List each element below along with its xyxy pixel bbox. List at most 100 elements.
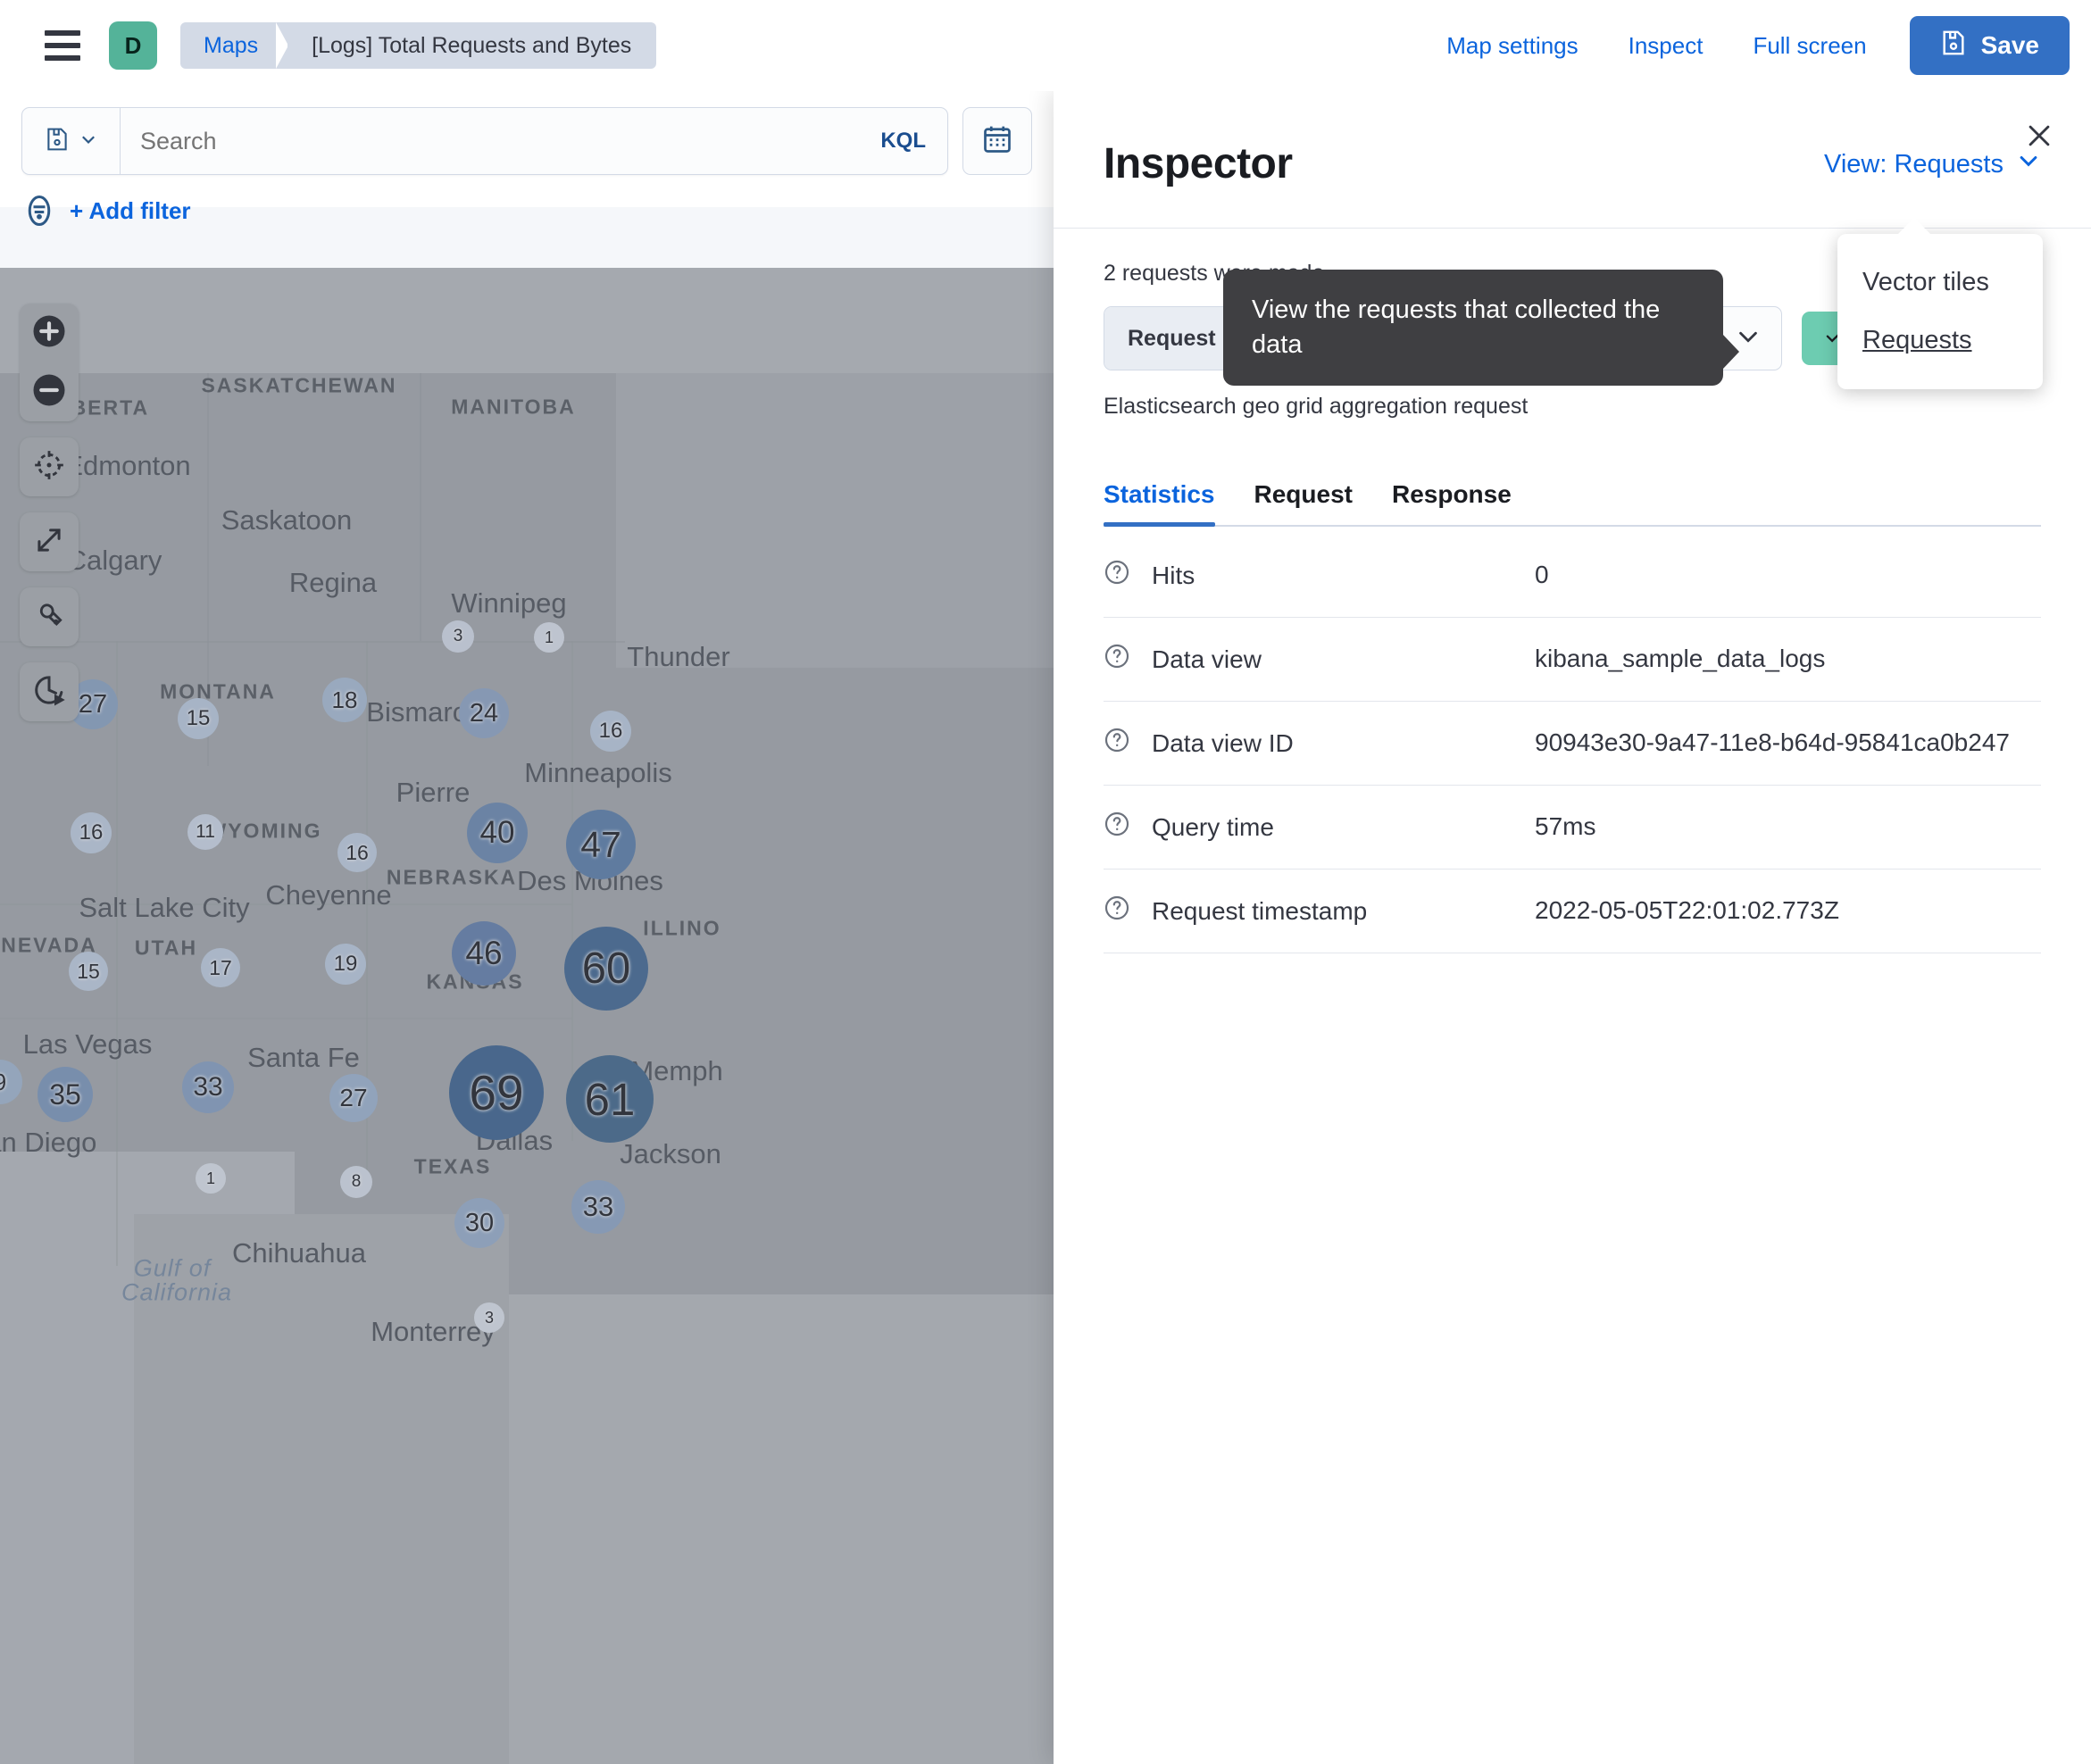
statistic-label: Hits (1152, 561, 1195, 589)
map-cluster-marker[interactable]: 11 (187, 814, 223, 850)
map-plate-north (0, 268, 1054, 373)
map-label: Saskatoon (221, 504, 353, 536)
zoom-in-button[interactable] (20, 304, 79, 362)
map-cluster-marker[interactable]: 1 (196, 1163, 226, 1194)
map-cluster-marker[interactable]: 1 (534, 622, 564, 653)
table-row: Request timestamp 2022-05-05T22:01:02.773… (1104, 870, 2041, 953)
view-selector-popover: Vector tiles Requests (1837, 218, 2043, 389)
map-cluster-marker[interactable]: 33 (571, 1180, 625, 1234)
save-button-label: Save (1980, 31, 2039, 59)
map-cluster-marker[interactable]: 16 (590, 711, 631, 752)
map-cluster-marker[interactable]: 69 (449, 1045, 544, 1140)
breadcrumb-item-current[interactable]: [Logs] Total Requests and Bytes (276, 22, 657, 69)
statistic-value: kibana_sample_data_logs (1535, 645, 1826, 673)
map-cluster-marker[interactable]: 30 (454, 1198, 504, 1248)
wrench-icon (31, 597, 67, 637)
map-label: Winnipeg (451, 587, 567, 619)
map-cluster-marker[interactable]: 8 (340, 1166, 372, 1198)
map-cluster-marker[interactable]: 46 (452, 921, 516, 986)
inspector-header: Inspector View: Requests (1054, 91, 2091, 229)
map-border-line (207, 373, 209, 766)
fit-to-data-button[interactable] (20, 512, 79, 571)
tab-request[interactable]: Request (1254, 480, 1353, 508)
view-option-vector-tiles[interactable]: Vector tiles (1862, 268, 1989, 296)
map-label: Gulf of (133, 1254, 212, 1282)
statistic-label: Data view ID (1152, 728, 1294, 757)
full-screen-button[interactable]: Full screen (1728, 32, 1891, 60)
map-cluster-marker[interactable]: 15 (69, 952, 108, 991)
map-cluster-marker[interactable]: 27 (329, 1074, 378, 1122)
timeslider-button[interactable] (20, 662, 79, 721)
chevron-down-icon (1715, 323, 1781, 354)
map-cluster-marker[interactable]: 19 (325, 944, 366, 985)
map-cluster-marker[interactable]: 15 (178, 698, 219, 739)
view-option-requests[interactable]: Requests (1862, 326, 1972, 354)
map-cluster-marker[interactable]: 24 (459, 688, 509, 738)
map-cluster-marker[interactable]: 16 (71, 812, 112, 853)
question-in-circle-icon[interactable] (1104, 559, 1130, 592)
breadcrumb-item-maps[interactable]: Maps (180, 22, 301, 69)
request-description: Elasticsearch geo grid aggregation reque… (1104, 394, 1529, 419)
timeslider-control (20, 662, 79, 721)
table-row: Data view kibana_sample_data_logs (1104, 618, 2041, 702)
map-label: TEXAS (413, 1154, 492, 1178)
save-button[interactable]: Save (1909, 16, 2070, 75)
question-in-circle-icon[interactable] (1104, 811, 1130, 844)
map-cluster-marker[interactable]: 16 (337, 833, 377, 872)
question-in-circle-icon[interactable] (1104, 643, 1130, 676)
map-cluster-marker[interactable]: 17 (201, 948, 240, 987)
date-picker-button[interactable] (962, 107, 1032, 175)
map-cluster-marker[interactable]: 33 (182, 1061, 234, 1113)
map-label: Minneapolis (524, 757, 672, 788)
map-label: Edmonton (64, 450, 191, 481)
map-label: MONTANA (160, 679, 276, 703)
map-panel: KQL + (0, 91, 1054, 1764)
table-row: Hits 0 (1104, 534, 2041, 618)
tab-response[interactable]: Response (1391, 480, 1512, 508)
query-language-button[interactable]: KQL (880, 129, 926, 153)
chevron-down-icon (79, 129, 98, 154)
map-label: Pierre (396, 777, 471, 808)
map-border-line (571, 641, 573, 1141)
calendar-icon (981, 123, 1013, 160)
map-cluster-marker[interactable]: 3 (442, 620, 474, 653)
zoom-out-button[interactable] (20, 362, 79, 421)
statistic-value-cell: 0 (1535, 534, 2041, 618)
map-border-line (0, 903, 571, 905)
filter-list-icon[interactable] (21, 193, 57, 229)
inspect-button[interactable]: Inspect (1604, 32, 1729, 60)
map-cluster-marker[interactable]: 60 (564, 927, 648, 1011)
map-label: ILLINO (643, 916, 721, 940)
add-filter-button[interactable]: + Add filter (70, 196, 191, 224)
map-canvas[interactable]: SASKATCHEWAN MANITOBA ALBERTA Edmonton Saska… (0, 268, 1054, 1764)
map-label: NEBRASKA (386, 865, 518, 889)
map-cluster-marker[interactable]: 3 (474, 1302, 504, 1333)
map-cluster-marker[interactable]: 47 (566, 810, 636, 879)
locate-me-button[interactable] (20, 437, 79, 496)
statistic-value: 57ms (1535, 812, 1596, 841)
map-settings-button[interactable]: Map settings (1421, 32, 1603, 60)
map-label: Cheyenne (265, 879, 392, 911)
tools-button[interactable] (20, 587, 79, 646)
breadcrumb: Maps [Logs] Total Requests and Bytes (180, 22, 657, 69)
statistic-label: Request timestamp (1152, 896, 1368, 925)
tab-statistics[interactable]: Statistics (1104, 480, 1215, 527)
hamburger-menu-icon[interactable] (45, 25, 86, 66)
map-cluster-marker[interactable]: 35 (37, 1067, 93, 1122)
map-label: Salt Lake City (79, 892, 250, 923)
question-in-circle-icon[interactable] (1104, 727, 1130, 760)
close-inspector-button[interactable] (2018, 116, 2061, 159)
map-cluster-marker[interactable]: 61 (566, 1055, 654, 1143)
map-cluster-marker[interactable]: 40 (467, 803, 528, 863)
search-input[interactable] (121, 127, 860, 155)
table-row: Query time 57ms (1104, 786, 2041, 870)
question-in-circle-icon[interactable] (1104, 894, 1130, 928)
saved-query-button[interactable] (22, 108, 121, 174)
view-selector-button[interactable]: View: Requests (1824, 148, 2041, 180)
locate-control (20, 437, 79, 496)
view-selector-label: View: Requests (1824, 149, 2004, 179)
statistic-label: Query time (1152, 812, 1274, 841)
map-border-line (366, 641, 368, 1194)
space-avatar[interactable]: D (109, 21, 157, 70)
map-cluster-marker[interactable]: 18 (322, 678, 367, 722)
